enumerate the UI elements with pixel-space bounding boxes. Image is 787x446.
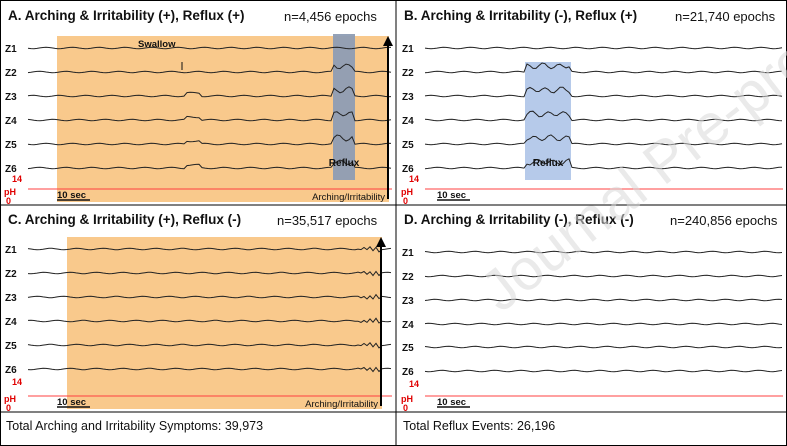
ph-tick-max: 14 <box>12 174 22 184</box>
panel-a-title: A. Arching & Irritability (+), Reflux (+… <box>8 8 245 23</box>
channel-trace <box>424 369 783 373</box>
arching-arrow-head <box>376 237 386 247</box>
swallow-label: Swallow <box>138 39 176 50</box>
channel-trace <box>424 134 783 146</box>
panel-b-title: B. Arching & Irritability (-), Reflux (+… <box>404 8 638 23</box>
channel-trace <box>27 246 392 253</box>
scale-bar-label: 10 sec <box>437 190 466 201</box>
ph-tick-max: 14 <box>409 174 419 184</box>
channel-label: Z3 <box>402 92 414 103</box>
channel-label: Z5 <box>402 343 414 354</box>
channel-label: Z6 <box>5 164 17 175</box>
ph-label: pH <box>4 187 16 197</box>
panel-c-title: C. Arching & Irritability (+), Reflux (-… <box>8 212 242 227</box>
panel-b-n: n=21,740 epochs <box>675 9 776 24</box>
channel-trace <box>27 46 392 50</box>
arching-label: Arching/Irritability <box>305 399 378 410</box>
reflux-label: Reflux <box>329 158 360 169</box>
channel-trace <box>424 322 783 326</box>
ph-label: pH <box>401 394 413 404</box>
ph-label: pH <box>401 187 413 197</box>
arching-arrow-head <box>383 36 393 46</box>
channel-label: Z4 <box>5 116 17 127</box>
channel-label: Z2 <box>5 68 17 79</box>
reflux-label: Reflux <box>533 158 564 169</box>
panel-a-n: n=4,456 epochs <box>284 9 377 24</box>
ph-tick-max: 14 <box>12 377 22 387</box>
channel-label: Z1 <box>5 245 17 256</box>
ph-tick-min: 0 <box>403 196 408 206</box>
channel-trace <box>27 63 392 74</box>
channel-trace <box>27 270 392 277</box>
channel-label: Z5 <box>5 140 17 151</box>
panel-b: Z1 Z2 Z3 Z4 Z5 Z6 pH 14 0 10 sec Reflux <box>401 44 783 206</box>
channel-label: Z5 <box>402 140 414 151</box>
channel-trace <box>424 250 783 254</box>
channel-trace <box>424 110 783 122</box>
channel-trace <box>424 345 783 349</box>
channel-label: Z6 <box>5 365 17 376</box>
channel-trace <box>27 159 392 170</box>
footer-arching-total: Total Arching and Irritability Symptoms:… <box>6 419 264 433</box>
channel-label: Z1 <box>402 248 414 259</box>
channel-trace <box>27 86 392 98</box>
channel-label: Z4 <box>402 320 414 331</box>
channel-trace <box>424 274 783 278</box>
panel-a: Z1 Z2 Z3 Z4 Z5 Z6 pH 14 0 10 sec Arching/Irritabil… <box>4 34 393 206</box>
ph-tick-max: 14 <box>409 379 419 389</box>
channel-trace <box>27 293 392 300</box>
panel-d: Z1 Z2 Z3 Z4 Z5 Z6 pH 14 0 10 sec <box>401 248 783 413</box>
channel-label: Z3 <box>5 92 17 103</box>
panel-c-n: n=35,517 epochs <box>277 213 378 228</box>
channel-label: Z2 <box>402 272 414 283</box>
channel-label: Z1 <box>402 44 414 55</box>
channel-label: Z5 <box>5 341 17 352</box>
channel-trace <box>27 342 392 349</box>
channel-trace <box>27 317 392 324</box>
panel-c: Z1 Z2 Z3 Z4 Z5 Z6 pH 14 0 10 sec Arching/Irritabil… <box>4 237 392 413</box>
channel-trace <box>27 134 392 146</box>
channel-trace <box>424 158 782 170</box>
ph-tick-min: 0 <box>6 196 11 206</box>
channel-trace <box>424 46 783 50</box>
panel-d-n: n=240,856 epochs <box>670 213 778 228</box>
arching-label: Arching/Irritability <box>312 192 385 203</box>
footer-reflux-total: Total Reflux Events: 26,196 <box>403 419 556 433</box>
channel-label: Z3 <box>5 293 17 304</box>
channel-label: Z4 <box>5 317 17 328</box>
ph-tick-min: 0 <box>6 403 11 413</box>
reflux-shade <box>525 62 571 180</box>
scale-bar-label: 10 sec <box>57 397 86 408</box>
channel-trace <box>424 62 783 74</box>
ph-tick-min: 0 <box>403 403 408 413</box>
reflux-shade <box>333 34 355 180</box>
channel-trace <box>27 366 392 373</box>
channel-label: Z6 <box>402 367 414 378</box>
channel-label: Z2 <box>402 68 414 79</box>
arching-shade <box>67 237 382 409</box>
channel-trace <box>424 86 783 98</box>
scale-bar-label: 10 sec <box>57 190 86 201</box>
channel-label: Z4 <box>402 116 414 127</box>
channel-trace <box>424 298 783 302</box>
channel-trace <box>27 111 392 122</box>
channel-label: Z6 <box>402 164 414 175</box>
channel-label: Z2 <box>5 269 17 280</box>
channel-label: Z3 <box>402 296 414 307</box>
ph-label: pH <box>4 394 16 404</box>
channel-label: Z1 <box>5 44 17 55</box>
scale-bar-label: 10 sec <box>437 397 466 408</box>
panel-d-title: D. Arching & Irritability (-), Reflux (-… <box>404 212 634 227</box>
